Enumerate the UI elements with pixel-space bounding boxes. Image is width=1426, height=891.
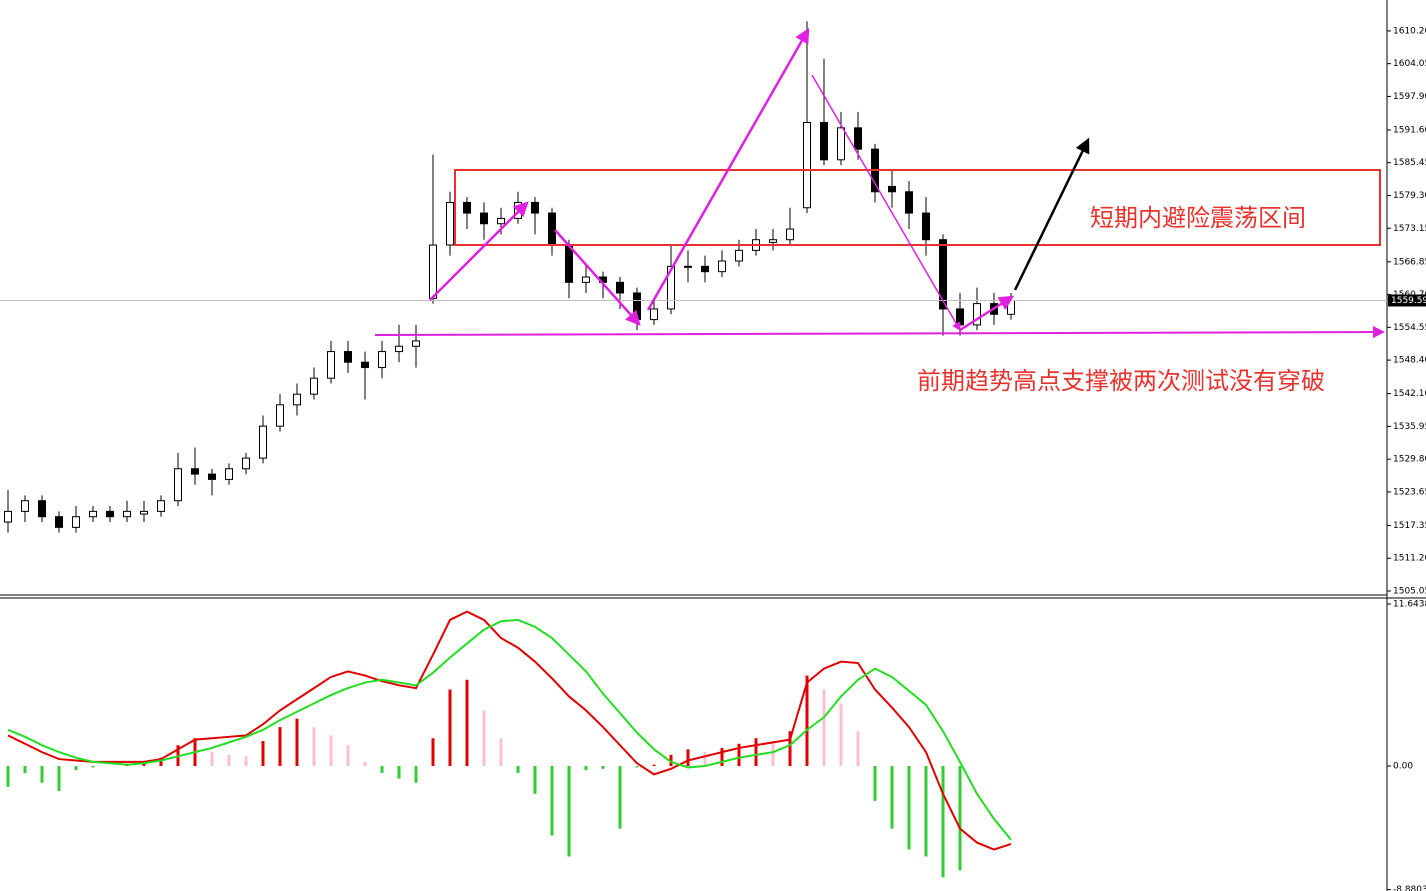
y-tick-label: 1542.10: [1393, 389, 1426, 399]
current-price-box: [1388, 294, 1426, 307]
candle-body: [140, 510, 148, 515]
candle-body: [684, 265, 692, 268]
candle-body: [531, 201, 539, 214]
candle-body: [361, 361, 369, 369]
y-tick-label: 1597.90: [1393, 92, 1426, 102]
candle-body: [123, 510, 131, 518]
candle-body: [157, 500, 165, 512]
range-box: [454, 169, 1381, 246]
y-tick-label: 11.6438: [1393, 600, 1426, 610]
candle-body: [72, 516, 80, 528]
candle-body: [310, 377, 318, 395]
y-tick-label: 1579.30: [1393, 191, 1426, 201]
candle-body: [242, 457, 250, 470]
candle-body: [4, 510, 12, 523]
candle-body: [1007, 299, 1015, 315]
candle-body: [446, 201, 454, 246]
annotations: 短期内避险震荡区间 前期趋势高点支撑被两次测试没有穿破: [374, 27, 1385, 395]
candle-body: [701, 265, 709, 273]
candle-body: [412, 340, 420, 347]
candle-body: [888, 185, 896, 193]
candle-body: [429, 244, 437, 299]
current-price-label: 1559.59: [1391, 296, 1426, 306]
y-tick-label: 1511.20: [1393, 554, 1426, 564]
candle-body: [378, 351, 386, 369]
candle-body: [21, 500, 29, 512]
macd-line: [7, 610, 1012, 851]
macd-line: [7, 618, 1012, 841]
candle-body: [973, 303, 981, 326]
trend-arrow: [429, 201, 529, 301]
candle-body: [939, 239, 947, 310]
candle-body: [89, 510, 97, 518]
candle-body: [480, 212, 488, 225]
candle-body: [463, 201, 471, 214]
y-tick-label: 1548.40: [1393, 356, 1426, 366]
y-tick-label: 1610.20: [1393, 26, 1426, 36]
candle-body: [735, 249, 743, 262]
candle-body: [38, 500, 46, 518]
marks: 1505.05 1511.20 1517.35 1523.65 1529.80 1535.…: [0, 21, 1426, 891]
candle-body: [276, 404, 284, 427]
candle-body: [616, 281, 624, 294]
candle-body: [497, 217, 505, 225]
y-tick-label: 1585.45: [1393, 158, 1426, 168]
annotation: 短期内避险震荡区间: [1090, 204, 1306, 232]
candle-body: [633, 292, 641, 321]
y-tick-label: 1523.65: [1393, 487, 1426, 497]
candle-body: [191, 468, 199, 475]
trend-arrow: [811, 74, 961, 332]
y-tick-label: 1517.35: [1393, 521, 1426, 531]
candle-body: [548, 212, 556, 246]
support-line: [374, 326, 1385, 339]
y-tick-label: 1591.60: [1393, 125, 1426, 135]
y-tick-label: 1554.55: [1393, 323, 1426, 333]
candle-body: [922, 212, 930, 241]
candle-body: [55, 516, 63, 528]
y-tick-label: 0.00: [1393, 762, 1413, 772]
candle-body: [106, 510, 114, 518]
forecast-arrow: [1013, 137, 1090, 291]
y-tick-label: -8.8803: [1393, 885, 1426, 891]
candle-body: [650, 308, 658, 321]
y-tick-label: 1535.95: [1393, 422, 1426, 432]
candle-body: [786, 228, 794, 241]
trend-arrow: [646, 27, 810, 311]
candle-body: [905, 191, 913, 214]
candle-body: [174, 468, 182, 502]
candle-body: [769, 239, 777, 243]
y-tick-label: 1529.80: [1393, 455, 1426, 465]
candle-body: [565, 244, 573, 283]
candle-body: [344, 351, 352, 363]
candle-body: [718, 260, 726, 273]
trend-arrow: [554, 229, 641, 326]
candle-body: [259, 425, 267, 459]
candle-body: [667, 265, 675, 310]
y-tick-label: 1566.85: [1393, 257, 1426, 267]
y-tick-label: 1604.05: [1393, 59, 1426, 69]
candle-body: [803, 122, 811, 209]
candle-body: [327, 351, 335, 379]
y-tick-label: 1573.15: [1393, 224, 1426, 234]
candle-body: [225, 468, 233, 480]
candle-body: [395, 345, 403, 353]
candle-body: [956, 308, 964, 326]
candle-body: [582, 276, 590, 283]
annotation: 前期趋势高点支撑被两次测试没有穿破: [917, 367, 1325, 395]
candle-body: [837, 127, 845, 161]
candle-body: [854, 127, 862, 150]
y-tick-label: 1505.05: [1393, 587, 1426, 597]
candle-body: [293, 393, 301, 406]
candle-body: [820, 122, 828, 161]
candle-body: [208, 473, 216, 480]
trend-arrow: [959, 295, 1015, 332]
